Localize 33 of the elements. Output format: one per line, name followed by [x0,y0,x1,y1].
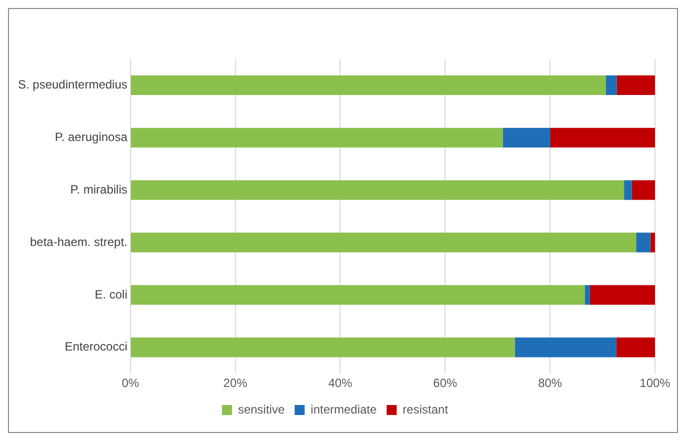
x-tick-label: 100% [640,376,671,390]
bar [502,128,550,148]
x-tick-label: 20% [223,376,248,390]
bar [616,338,655,358]
bar [650,232,655,252]
bar [514,338,616,358]
y-tick-label: Enterococci [64,340,128,354]
legend-label: resistant [402,402,449,416]
bar [550,128,655,148]
bar [130,232,636,252]
bar [130,75,606,96]
x-tick-label: 60% [433,376,458,390]
y-tick-label: E. coli [94,287,128,302]
legend-label: sensitive [238,402,285,416]
x-tick-label: 0% [122,376,140,390]
bar [590,285,655,305]
x-tick-label: 40% [328,376,353,390]
bar [130,338,515,358]
bar [584,285,590,305]
y-tick-label: P. aeruginosa [54,130,128,144]
bar [606,75,617,96]
bar [130,128,503,148]
x-tick-label: 80% [538,376,562,390]
legend-label: intermediate [310,402,378,416]
bar [616,75,655,96]
y-tick-label: P. mirabilis [70,182,128,196]
bar [130,285,585,305]
bar [632,180,655,200]
bar [130,180,624,200]
bar [624,180,632,200]
y-tick-label: beta-haem. strept. [30,234,128,249]
bar [636,232,650,252]
y-tick-label: S. pseudintermedius [18,78,128,92]
